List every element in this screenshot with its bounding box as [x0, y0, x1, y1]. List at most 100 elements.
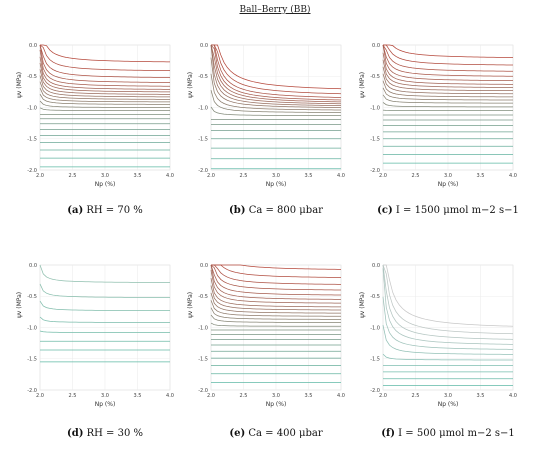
contour-line [39, 56, 171, 90]
y-tick-label: -0.5 [198, 294, 208, 300]
x-tick-label: 2.5 [240, 393, 248, 399]
caption-text: I = 500 μmol m−2 s−1 [394, 428, 515, 439]
contour-line [382, 94, 514, 104]
caption-label: (c) [377, 205, 393, 216]
y-tick-label: -1.0 [27, 325, 37, 331]
contour-line [39, 100, 170, 108]
x-tick-label: 3.5 [134, 173, 142, 179]
caption-a: (a) RH = 70 % [30, 205, 180, 216]
contour-line [39, 283, 171, 298]
x-tick-label: 2.5 [69, 393, 77, 399]
contour-line [382, 44, 514, 77]
contour-line [382, 44, 514, 82]
x-tick-label: 2.5 [69, 173, 77, 179]
chart-panel-d: 2.0 2.5 3.0 3.5 4.0 -2.0 -1.5 -1.0 -0.5 0.0 Np (%)… [16, 263, 174, 408]
contour-line [39, 81, 171, 100]
caption-label: (d) [66, 428, 84, 439]
contour-line [39, 69, 171, 95]
contour-line [382, 264, 514, 340]
y-tick-label: 0.0 [29, 263, 37, 269]
x-tick-label: 2.0 [379, 173, 387, 179]
contour-line [210, 44, 342, 101]
x-tick-label: 3.5 [477, 173, 485, 179]
contour-line [382, 325, 514, 355]
contour-line [382, 296, 514, 350]
caption-label: (f) [381, 428, 395, 439]
y-axis-label: ψv (MPa) [16, 72, 23, 98]
x-tick-label: 3.0 [272, 393, 280, 399]
contour-line [210, 307, 342, 320]
y-axis-label: ψv (MPa) [187, 292, 194, 318]
contour-line [210, 322, 341, 327]
y-tick-label: -1.0 [27, 105, 37, 111]
caption-b: (b) Ca = 800 μbar [201, 205, 351, 216]
contour-line [382, 44, 514, 72]
caption-text: RH = 30 % [83, 428, 144, 439]
contour-line [210, 270, 342, 304]
caption-d: (d) RH = 30 % [30, 428, 180, 439]
y-axis-label: ψv (MPa) [187, 72, 194, 98]
y-tick-label: -0.5 [198, 74, 208, 80]
caption-text: Ca = 800 μbar [245, 205, 323, 216]
contour-line [383, 264, 514, 327]
contour-line [210, 264, 342, 300]
contour-line [39, 87, 171, 103]
y-tick-label: -1.0 [198, 105, 208, 111]
caption-label: (e) [229, 428, 246, 439]
x-tick-label: 2.0 [36, 173, 44, 179]
caption-text: Ca = 400 μbar [245, 428, 323, 439]
contour-line [382, 52, 514, 85]
contour-line [39, 264, 171, 283]
y-tick-label: -1.0 [370, 325, 380, 331]
contour-line [211, 44, 342, 90]
contour-line [210, 73, 342, 111]
contour-line [210, 57, 342, 108]
y-tick-label: -0.5 [27, 294, 37, 300]
x-tick-label: 3.0 [101, 173, 109, 179]
x-tick-label: 4.0 [166, 173, 174, 179]
figure-title-text: Ball–Berry (BB) [239, 5, 311, 15]
contour-line [210, 44, 342, 107]
y-tick-label: -1.5 [198, 137, 208, 143]
x-tick-label: 4.0 [337, 393, 345, 399]
contour-line [210, 314, 341, 323]
x-tick-label: 4.0 [337, 173, 345, 179]
x-tick-label: 3.5 [134, 393, 142, 399]
contour-line [210, 90, 342, 113]
y-axis-label: ψv (MPa) [359, 72, 366, 98]
y-tick-label: -2.0 [370, 168, 380, 174]
contour-line [39, 330, 170, 333]
contour-line [382, 66, 514, 92]
x-tick-label: 4.0 [509, 173, 517, 179]
caption-label: (a) [67, 205, 84, 216]
contour-line [210, 292, 342, 314]
contour-line [210, 278, 342, 308]
contour-line [211, 264, 342, 278]
contour-line [210, 106, 342, 117]
chart-panel-a: 2.0 2.5 3.0 3.5 4.0 -2.0 -1.5 -1.0 -0.5 0.0 Np (%)… [16, 43, 174, 188]
contour-line [210, 44, 342, 105]
y-tick-label: -0.5 [370, 294, 380, 300]
x-tick-label: 3.0 [272, 173, 280, 179]
x-axis-label: Np (%) [266, 401, 287, 408]
x-tick-label: 2.5 [240, 173, 248, 179]
x-axis-label: Np (%) [438, 401, 459, 408]
contour-line [211, 44, 342, 95]
contour-line [382, 59, 514, 88]
y-tick-label: -1.0 [198, 325, 208, 331]
x-axis-label: Np (%) [438, 181, 459, 188]
x-tick-label: 3.0 [444, 393, 452, 399]
y-tick-label: -1.5 [370, 137, 380, 143]
x-tick-label: 2.0 [207, 393, 215, 399]
contour-line [39, 300, 171, 312]
y-tick-label: -1.5 [198, 357, 208, 363]
contour-line [382, 264, 514, 335]
contour-line [39, 93, 171, 105]
x-tick-label: 2.0 [379, 393, 387, 399]
y-axis-label: ψv (MPa) [359, 292, 366, 318]
y-tick-label: -1.5 [27, 137, 37, 143]
y-tick-label: 0.0 [200, 43, 208, 49]
y-tick-label: 0.0 [29, 43, 37, 49]
x-tick-label: 2.5 [412, 393, 420, 399]
contour-line [210, 300, 342, 317]
